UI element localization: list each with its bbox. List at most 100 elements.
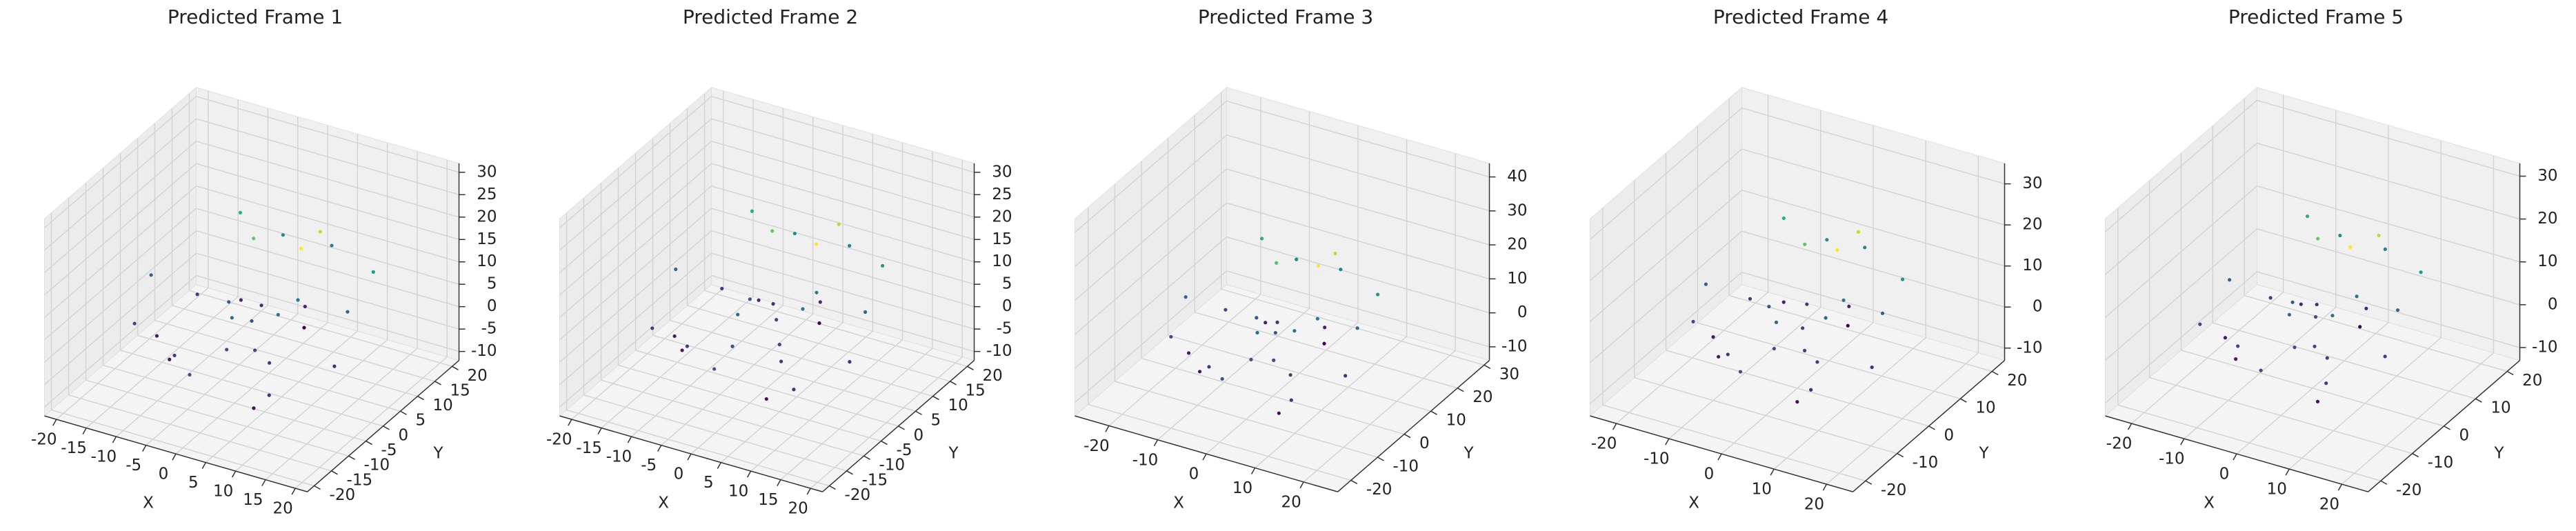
grid-line [711,252,975,330]
point [252,406,256,410]
z-tick-label: 0 [487,297,497,315]
x-tick [142,445,147,452]
y-tick-label: -20 [1881,481,1907,499]
point [2228,278,2232,282]
grid-line [1074,237,1227,369]
x-tick-label: -10 [606,448,632,466]
x-tick [1665,438,1670,445]
point [1774,320,1779,325]
grid-line [1589,190,1742,322]
point [2287,312,2292,317]
x-tick-label: 20 [2319,496,2339,514]
grid-line [43,252,197,385]
point [225,348,229,352]
y-tick [314,485,321,490]
grid-line [618,364,881,442]
grid-line [559,208,712,341]
grid-line [1226,270,1490,348]
point [848,243,852,248]
y-tick-label: -15 [862,471,888,489]
x-tick [746,470,752,478]
y-tick-label: 20 [2007,372,2027,390]
z-tick-label: -10 [986,342,1012,360]
y-tick [1484,364,1491,369]
z-tick-label: 0 [2033,298,2043,316]
y-tick [967,365,974,370]
x-tick-label: 0 [2219,465,2230,483]
point [1169,334,1173,339]
x-tick-label: -10 [2159,450,2185,468]
point [1295,257,1299,261]
z-tick-label: -10 [471,342,497,360]
grid-line [687,305,950,382]
x-tick [627,436,632,443]
y-tick-label: -5 [897,441,912,459]
point [2299,302,2303,306]
grid-line [559,163,712,296]
z-tick-label: 10 [2537,252,2557,270]
z-tick-label: 20 [477,208,497,226]
y-tick [950,381,957,385]
point [2236,344,2240,348]
x-tick-label: 0 [1704,465,1715,483]
point [2348,245,2353,250]
point [1856,230,1861,234]
x-tick [2233,453,2237,461]
x-tick [1717,453,1722,461]
point [712,367,717,371]
x-tick-label: 20 [788,500,808,518]
y-tick-label: 20 [468,367,488,385]
point [227,300,231,304]
grid-line [2244,294,2508,372]
point [2293,345,2297,350]
grid-line [1074,202,1227,335]
z-tick-label: 30 [2022,174,2042,192]
point [818,300,822,304]
grid-line [711,208,975,285]
point [2268,296,2273,300]
grid-line [2117,404,2382,481]
y-tick [1377,457,1384,461]
chart-title: Predicted Frame 4 [1713,6,1888,28]
point [2234,357,2238,361]
grid-line [559,96,712,228]
grid-line [2181,350,2444,427]
grid-line [68,394,332,472]
y-tick-label: 20 [2522,372,2542,390]
y-tick [2380,480,2388,485]
y-tick-label: 0 [1944,426,1955,444]
grid-line [670,319,933,397]
point [1272,358,1276,362]
point [2198,322,2202,326]
point [1315,317,1319,321]
grid-line [1589,230,1742,363]
grid-line [137,334,401,412]
point [1344,374,1348,378]
x-tick-label: 10 [2267,481,2287,499]
point [1197,370,1202,374]
point [1207,365,1211,369]
point [1805,302,1809,306]
y-tick-label: -20 [845,486,871,504]
point [1835,248,1839,252]
point [2325,356,2329,360]
point [1795,400,1799,404]
grid-line [2104,271,2257,404]
x-axis-label: X [2204,494,2215,512]
grid-line [2104,99,2257,232]
y-tick-label: 0 [1419,434,1430,452]
y-axis-line [1337,360,1490,492]
grid-line [711,230,975,308]
grid-line [559,118,712,251]
point [2313,344,2317,348]
x-tick-label: -10 [91,448,117,466]
point [132,321,137,325]
y-axis-label: Y [948,444,959,462]
point [2223,336,2228,340]
point [770,229,775,233]
z-tick-label: 20 [2022,216,2042,234]
x-tick [2337,483,2343,491]
y-tick-label: 10 [1446,412,1466,430]
y-tick [348,455,355,460]
